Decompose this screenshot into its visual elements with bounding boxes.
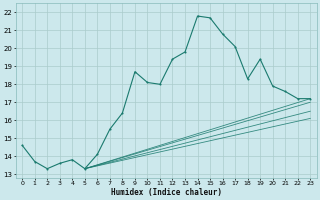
X-axis label: Humidex (Indice chaleur): Humidex (Indice chaleur) (111, 188, 222, 197)
